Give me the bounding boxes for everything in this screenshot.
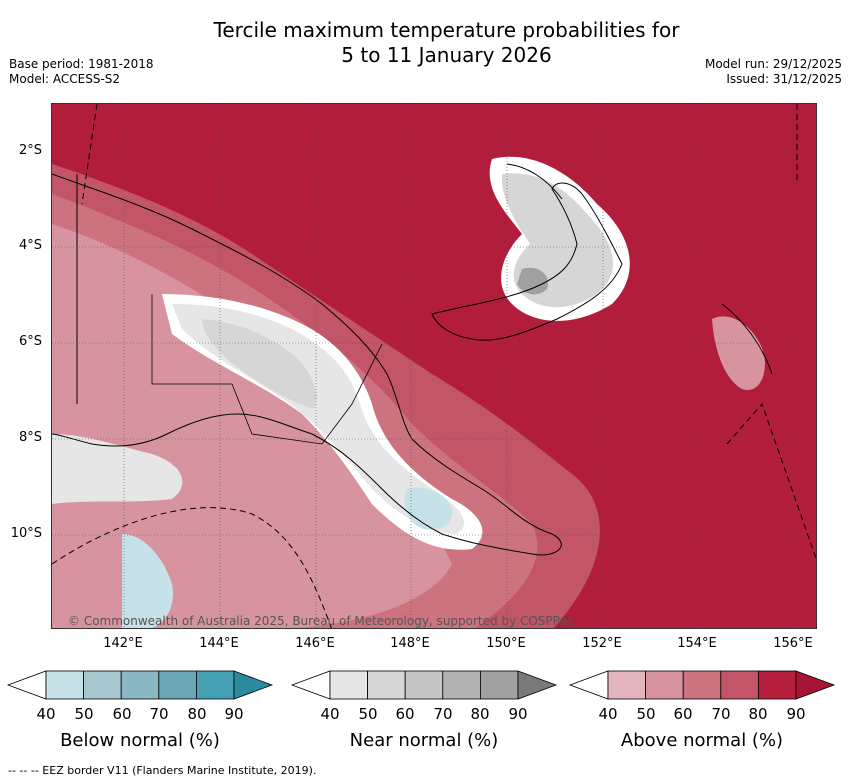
colorbar-above — [568, 670, 836, 700]
colorbar-segment — [120, 670, 160, 700]
colorbar-segment — [195, 670, 235, 700]
near-normal-title: Near normal (%) — [349, 730, 499, 751]
above-tick-80: 80 — [748, 705, 768, 723]
below-tick-50: 50 — [74, 705, 94, 723]
zone-near-50 — [202, 319, 317, 409]
near-tick-80: 80 — [470, 705, 490, 723]
eez-border-nw — [81, 104, 98, 205]
near-tick-60: 60 — [395, 705, 415, 723]
colorbar-extend-low — [6, 670, 47, 700]
zone-near-ne-core — [517, 267, 548, 295]
eez-border-sw — [52, 507, 332, 628]
issued-date: Issued: 31/12/2025 — [726, 72, 842, 86]
colorbar-below-svg — [6, 670, 274, 700]
above-tick-50: 50 — [636, 705, 656, 723]
lon-label-156e: 156°E — [773, 636, 813, 651]
near-tick-40: 40 — [320, 705, 340, 723]
lon-label-150e: 150°E — [486, 636, 526, 651]
eez-footnote: -- -- -- EEZ border V11 (Flanders Marine… — [8, 764, 317, 777]
colorbar-segment — [645, 670, 684, 700]
gridlines — [52, 104, 816, 628]
map-svg — [52, 104, 816, 628]
colorbar-above-svg — [568, 670, 836, 700]
new-britain-coastline — [431, 182, 623, 341]
lat-label-8s: 8°S — [18, 430, 42, 445]
below-tick-80: 80 — [187, 705, 207, 723]
model-run: Model run: 29/12/2025 — [704, 57, 842, 71]
new-ireland-coastline — [506, 163, 563, 200]
colorbar-segment — [367, 670, 406, 700]
lat-label-10s: 10°S — [10, 526, 42, 541]
colorbar-near — [290, 670, 558, 700]
colorbar-extend-low — [290, 670, 331, 700]
base-period: Base period: 1981-2018 — [9, 57, 154, 71]
above-normal-title: Above normal (%) — [620, 730, 784, 751]
zone-below-sw — [122, 534, 173, 628]
above-tick-70: 70 — [711, 705, 731, 723]
below-tick-60: 60 — [112, 705, 132, 723]
lat-label-4s: 4°S — [18, 238, 42, 253]
colorbar-near-svg — [290, 670, 558, 700]
copyright-notice: © Commonwealth of Australia 2025, Bureau… — [68, 614, 574, 628]
near-tick-50: 50 — [358, 705, 378, 723]
probability-map[interactable] — [51, 103, 817, 629]
near-tick-70: 70 — [433, 705, 453, 723]
colorbar-extend-high — [233, 670, 274, 700]
colorbar-segment — [158, 670, 197, 700]
below-tick-40: 40 — [36, 705, 56, 723]
zone-below-50 — [404, 487, 453, 530]
lon-label-142e: 142°E — [103, 636, 143, 651]
map-title: Tercile maximum temperature probabilitie… — [0, 18, 850, 68]
colorbar-segment — [329, 670, 368, 700]
lon-label-144e: 144°E — [199, 636, 239, 651]
colorbar-segment — [682, 670, 722, 700]
lon-label-148e: 148°E — [390, 636, 430, 651]
near-tick-90: 90 — [508, 705, 528, 723]
colorbar-segment — [45, 670, 84, 700]
below-tick-70: 70 — [149, 705, 169, 723]
model-name: Model: ACCESS-S2 — [9, 72, 121, 86]
below-tick-90: 90 — [224, 705, 244, 723]
colorbar-segment — [757, 670, 797, 700]
new-guinea-coastline — [52, 173, 562, 556]
colorbar-segment — [607, 670, 646, 700]
below-normal-title: Below normal (%) — [60, 730, 220, 751]
colorbar-segment — [479, 670, 519, 700]
lon-label-154e: 154°E — [677, 636, 717, 651]
above-tick-40: 40 — [598, 705, 618, 723]
bougainville-coastline — [721, 303, 773, 375]
lon-label-152e: 152°E — [582, 636, 622, 651]
colorbar-extend-high — [517, 670, 558, 700]
lon-label-146e: 146°E — [295, 636, 335, 651]
zone-near-sw — [52, 434, 183, 504]
colorbar-segment — [404, 670, 444, 700]
colorbar-segment — [83, 670, 122, 700]
colorbar-below — [6, 670, 274, 700]
lat-label-6s: 6°S — [18, 334, 42, 349]
colorbar-segment — [442, 670, 481, 700]
lat-label-2s: 2°S — [18, 143, 42, 158]
title-line-1: Tercile maximum temperature probabilitie… — [213, 18, 680, 42]
eez-border-east — [726, 403, 816, 560]
colorbar-segment — [720, 670, 759, 700]
province-borders — [151, 294, 383, 445]
above-tick-90: 90 — [786, 705, 806, 723]
above-tick-60: 60 — [673, 705, 693, 723]
colorbar-extend-high — [795, 670, 836, 700]
title-line-2: 5 to 11 January 2026 — [341, 43, 552, 67]
meta-right: Model run: 29/12/2025 Issued: 31/12/2025 — [705, 57, 842, 87]
meta-left: Base period: 1981-2018 Model: ACCESS-S2 — [9, 57, 154, 87]
colorbar-extend-low — [568, 670, 609, 700]
